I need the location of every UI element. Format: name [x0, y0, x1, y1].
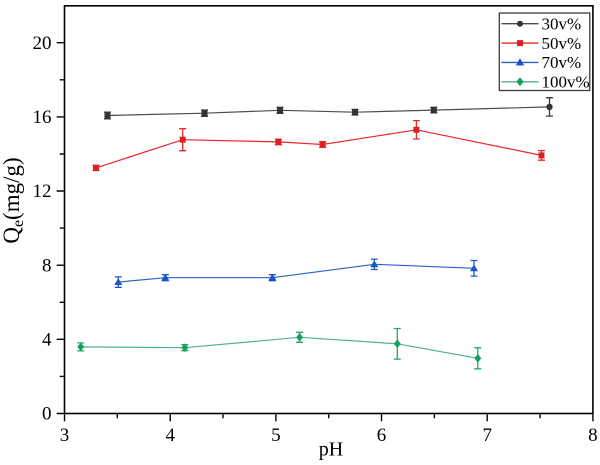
svg-text:5: 5 [271, 425, 281, 446]
svg-text:4: 4 [42, 330, 52, 351]
svg-text:pH: pH [319, 439, 343, 461]
svg-text:50v%: 50v% [542, 34, 582, 53]
svg-text:20: 20 [33, 33, 52, 54]
svg-text:100v%: 100v% [542, 73, 590, 92]
svg-text:4: 4 [165, 425, 175, 446]
svg-text:7: 7 [482, 425, 492, 446]
svg-text:8: 8 [588, 425, 598, 446]
svg-text:8: 8 [42, 255, 52, 276]
svg-text:12: 12 [33, 181, 52, 202]
svg-text:16: 16 [33, 107, 52, 128]
svg-text:6: 6 [377, 425, 387, 446]
svg-text:70v%: 70v% [542, 53, 582, 72]
svg-text:30v%: 30v% [542, 15, 582, 34]
svg-text:Qe(mg/g): Qe(mg/g) [0, 157, 27, 243]
svg-text:0: 0 [42, 404, 52, 425]
svg-text:3: 3 [60, 425, 70, 446]
